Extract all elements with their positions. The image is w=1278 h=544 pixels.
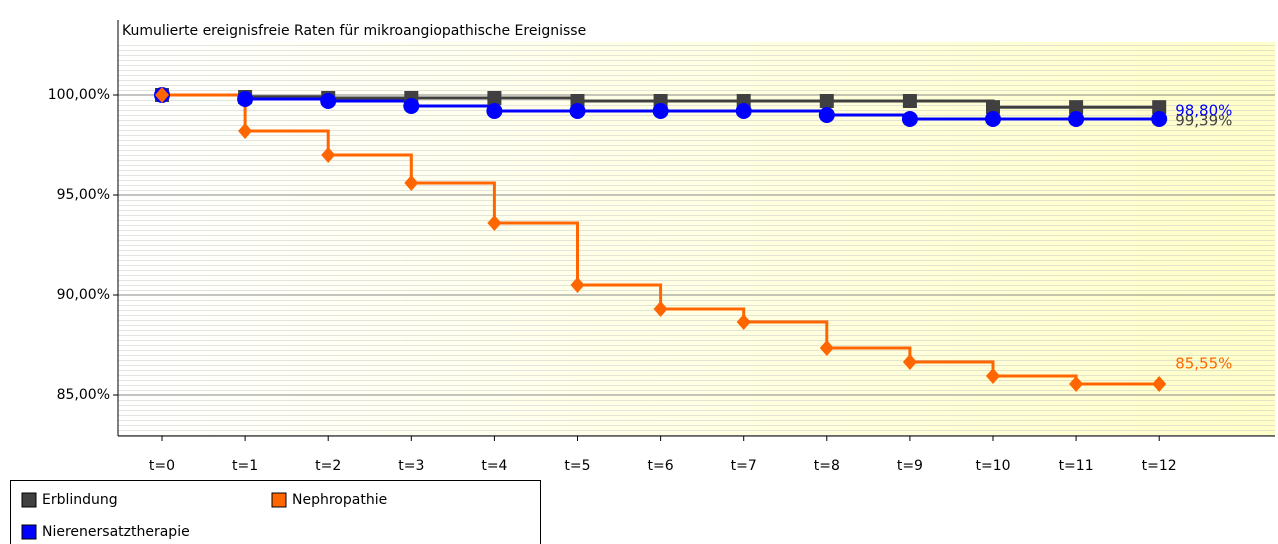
data-label: 98,80% — [1175, 102, 1232, 120]
marker — [238, 123, 253, 139]
marker — [320, 93, 337, 109]
legend-swatch — [21, 492, 37, 508]
marker — [902, 94, 917, 108]
marker — [985, 111, 1001, 127]
marker — [1151, 111, 1168, 127]
y-tick-label: 100,00% — [48, 87, 110, 103]
legend-swatch — [271, 492, 287, 508]
x-tick-label: t=10 — [975, 458, 1010, 474]
legend-swatch — [21, 524, 37, 540]
marker — [986, 368, 1000, 384]
legend-label: Nephropathie — [292, 492, 387, 508]
x-tick-label: t=1 — [232, 458, 258, 474]
marker — [570, 277, 585, 293]
marker — [569, 103, 586, 119]
data-label: 85,55% — [1175, 355, 1232, 373]
marker — [736, 314, 751, 330]
x-tick-label: t=5 — [564, 458, 590, 474]
chart-title: Kumulierte ereignisfreie Raten für mikro… — [122, 23, 586, 39]
marker — [486, 103, 503, 119]
y-tick-label: 85,00% — [57, 387, 110, 403]
marker — [1068, 111, 1085, 127]
x-tick-label: t=4 — [481, 458, 507, 474]
minor-grid — [118, 45, 1275, 436]
x-tick-label: t=9 — [897, 458, 923, 474]
x-tick-label: t=3 — [398, 458, 424, 474]
x-tick-label: t=0 — [149, 458, 175, 474]
x-tick-label: t=11 — [1059, 458, 1094, 474]
marker — [819, 340, 834, 356]
marker — [1152, 376, 1167, 392]
marker — [1152, 100, 1167, 115]
marker — [321, 147, 336, 163]
y-tick-label: 90,00% — [57, 287, 110, 303]
marker — [902, 354, 917, 370]
marker — [901, 111, 918, 127]
legend-label: Erblindung — [42, 492, 118, 508]
x-tick-label: t=2 — [315, 458, 341, 474]
marker — [652, 103, 669, 119]
marker — [818, 107, 835, 123]
marker — [237, 91, 254, 107]
marker — [819, 94, 834, 108]
y-tick-label: 95,00% — [57, 187, 110, 203]
legend-label: Nierenersatztherapie — [42, 524, 190, 540]
marker — [735, 103, 752, 119]
marker — [155, 87, 169, 103]
x-tick-label: t=7 — [731, 458, 757, 474]
marker — [653, 301, 668, 317]
marker — [404, 175, 419, 191]
legend — [10, 480, 541, 544]
marker — [487, 215, 502, 231]
marker — [1069, 376, 1084, 392]
data-label: 99,39% — [1175, 112, 1232, 130]
marker — [487, 91, 502, 105]
marker — [403, 98, 420, 114]
x-tick-label: t=6 — [648, 458, 674, 474]
marker — [986, 100, 1000, 115]
x-tick-label: t=12 — [1142, 458, 1177, 474]
marker — [1069, 100, 1084, 115]
x-tick-label: t=8 — [814, 458, 840, 474]
